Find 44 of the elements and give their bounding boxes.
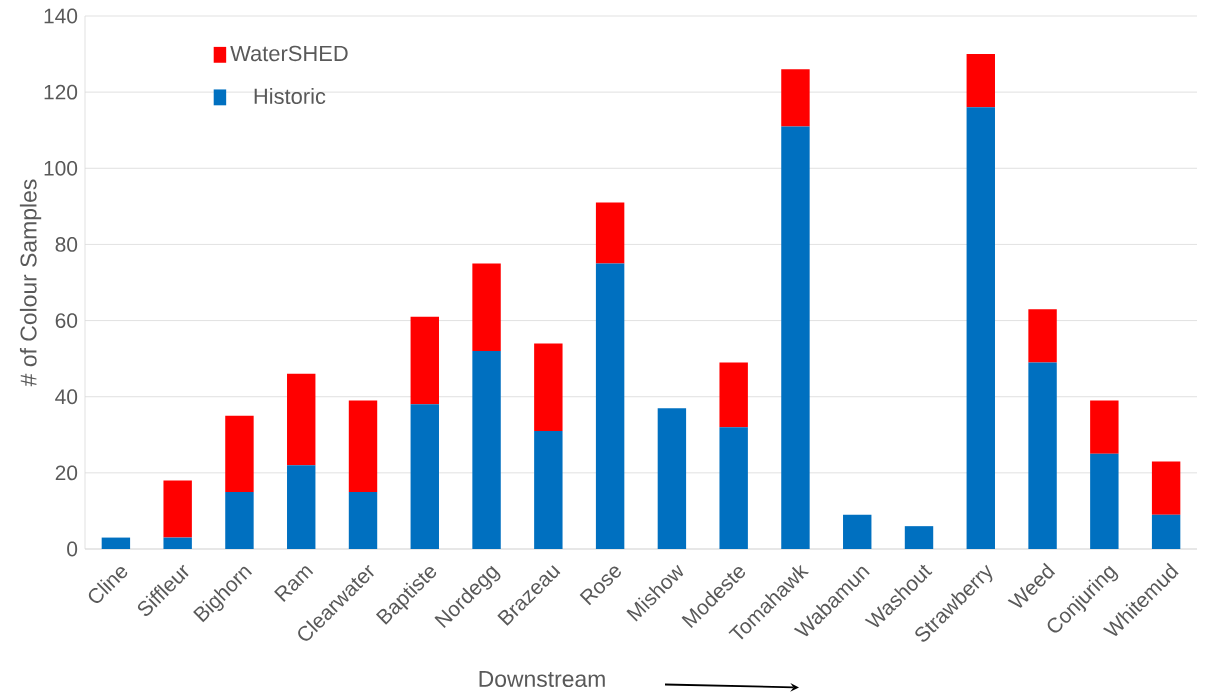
bar <box>348 400 378 492</box>
y-tick-label: 40 <box>55 389 78 405</box>
y-tick-label: 120 <box>44 84 78 100</box>
bar <box>348 491 378 549</box>
bar <box>225 415 254 492</box>
bar <box>595 202 625 264</box>
bar <box>472 351 501 549</box>
bar <box>410 316 439 405</box>
bar <box>534 430 563 549</box>
bar <box>225 491 254 549</box>
bar <box>1151 461 1181 515</box>
bar <box>1151 514 1181 549</box>
x-axis-title: Downstream <box>479 671 605 687</box>
bar <box>904 526 934 549</box>
bar <box>410 404 439 549</box>
y-tick-label: 140 <box>44 8 78 24</box>
y-tick-label: 20 <box>55 465 78 481</box>
bar <box>534 343 563 431</box>
bar <box>657 408 687 549</box>
y-axis-title: # of Colour Samples <box>19 179 42 387</box>
bar <box>1090 400 1119 454</box>
bar <box>163 480 192 538</box>
bar <box>966 54 995 108</box>
bar <box>781 126 810 549</box>
y-tick-label: 80 <box>55 237 78 252</box>
bar <box>1028 362 1057 549</box>
bar <box>287 465 316 549</box>
bar <box>163 537 192 549</box>
bar <box>1028 309 1057 363</box>
legend-label: WaterSHED <box>230 45 348 62</box>
bar <box>472 263 501 352</box>
bar <box>1090 453 1119 549</box>
bar <box>595 263 625 549</box>
bar <box>719 427 748 549</box>
bar <box>966 107 995 549</box>
bar <box>101 537 131 549</box>
legend-label: Historic <box>254 87 326 105</box>
y-tick-label: 0 <box>67 541 78 557</box>
bar <box>287 373 316 466</box>
y-tick-label: 60 <box>55 313 78 328</box>
bar <box>719 362 748 428</box>
y-tick-label: 100 <box>44 160 78 176</box>
bar <box>781 69 810 127</box>
bar <box>843 514 872 549</box>
